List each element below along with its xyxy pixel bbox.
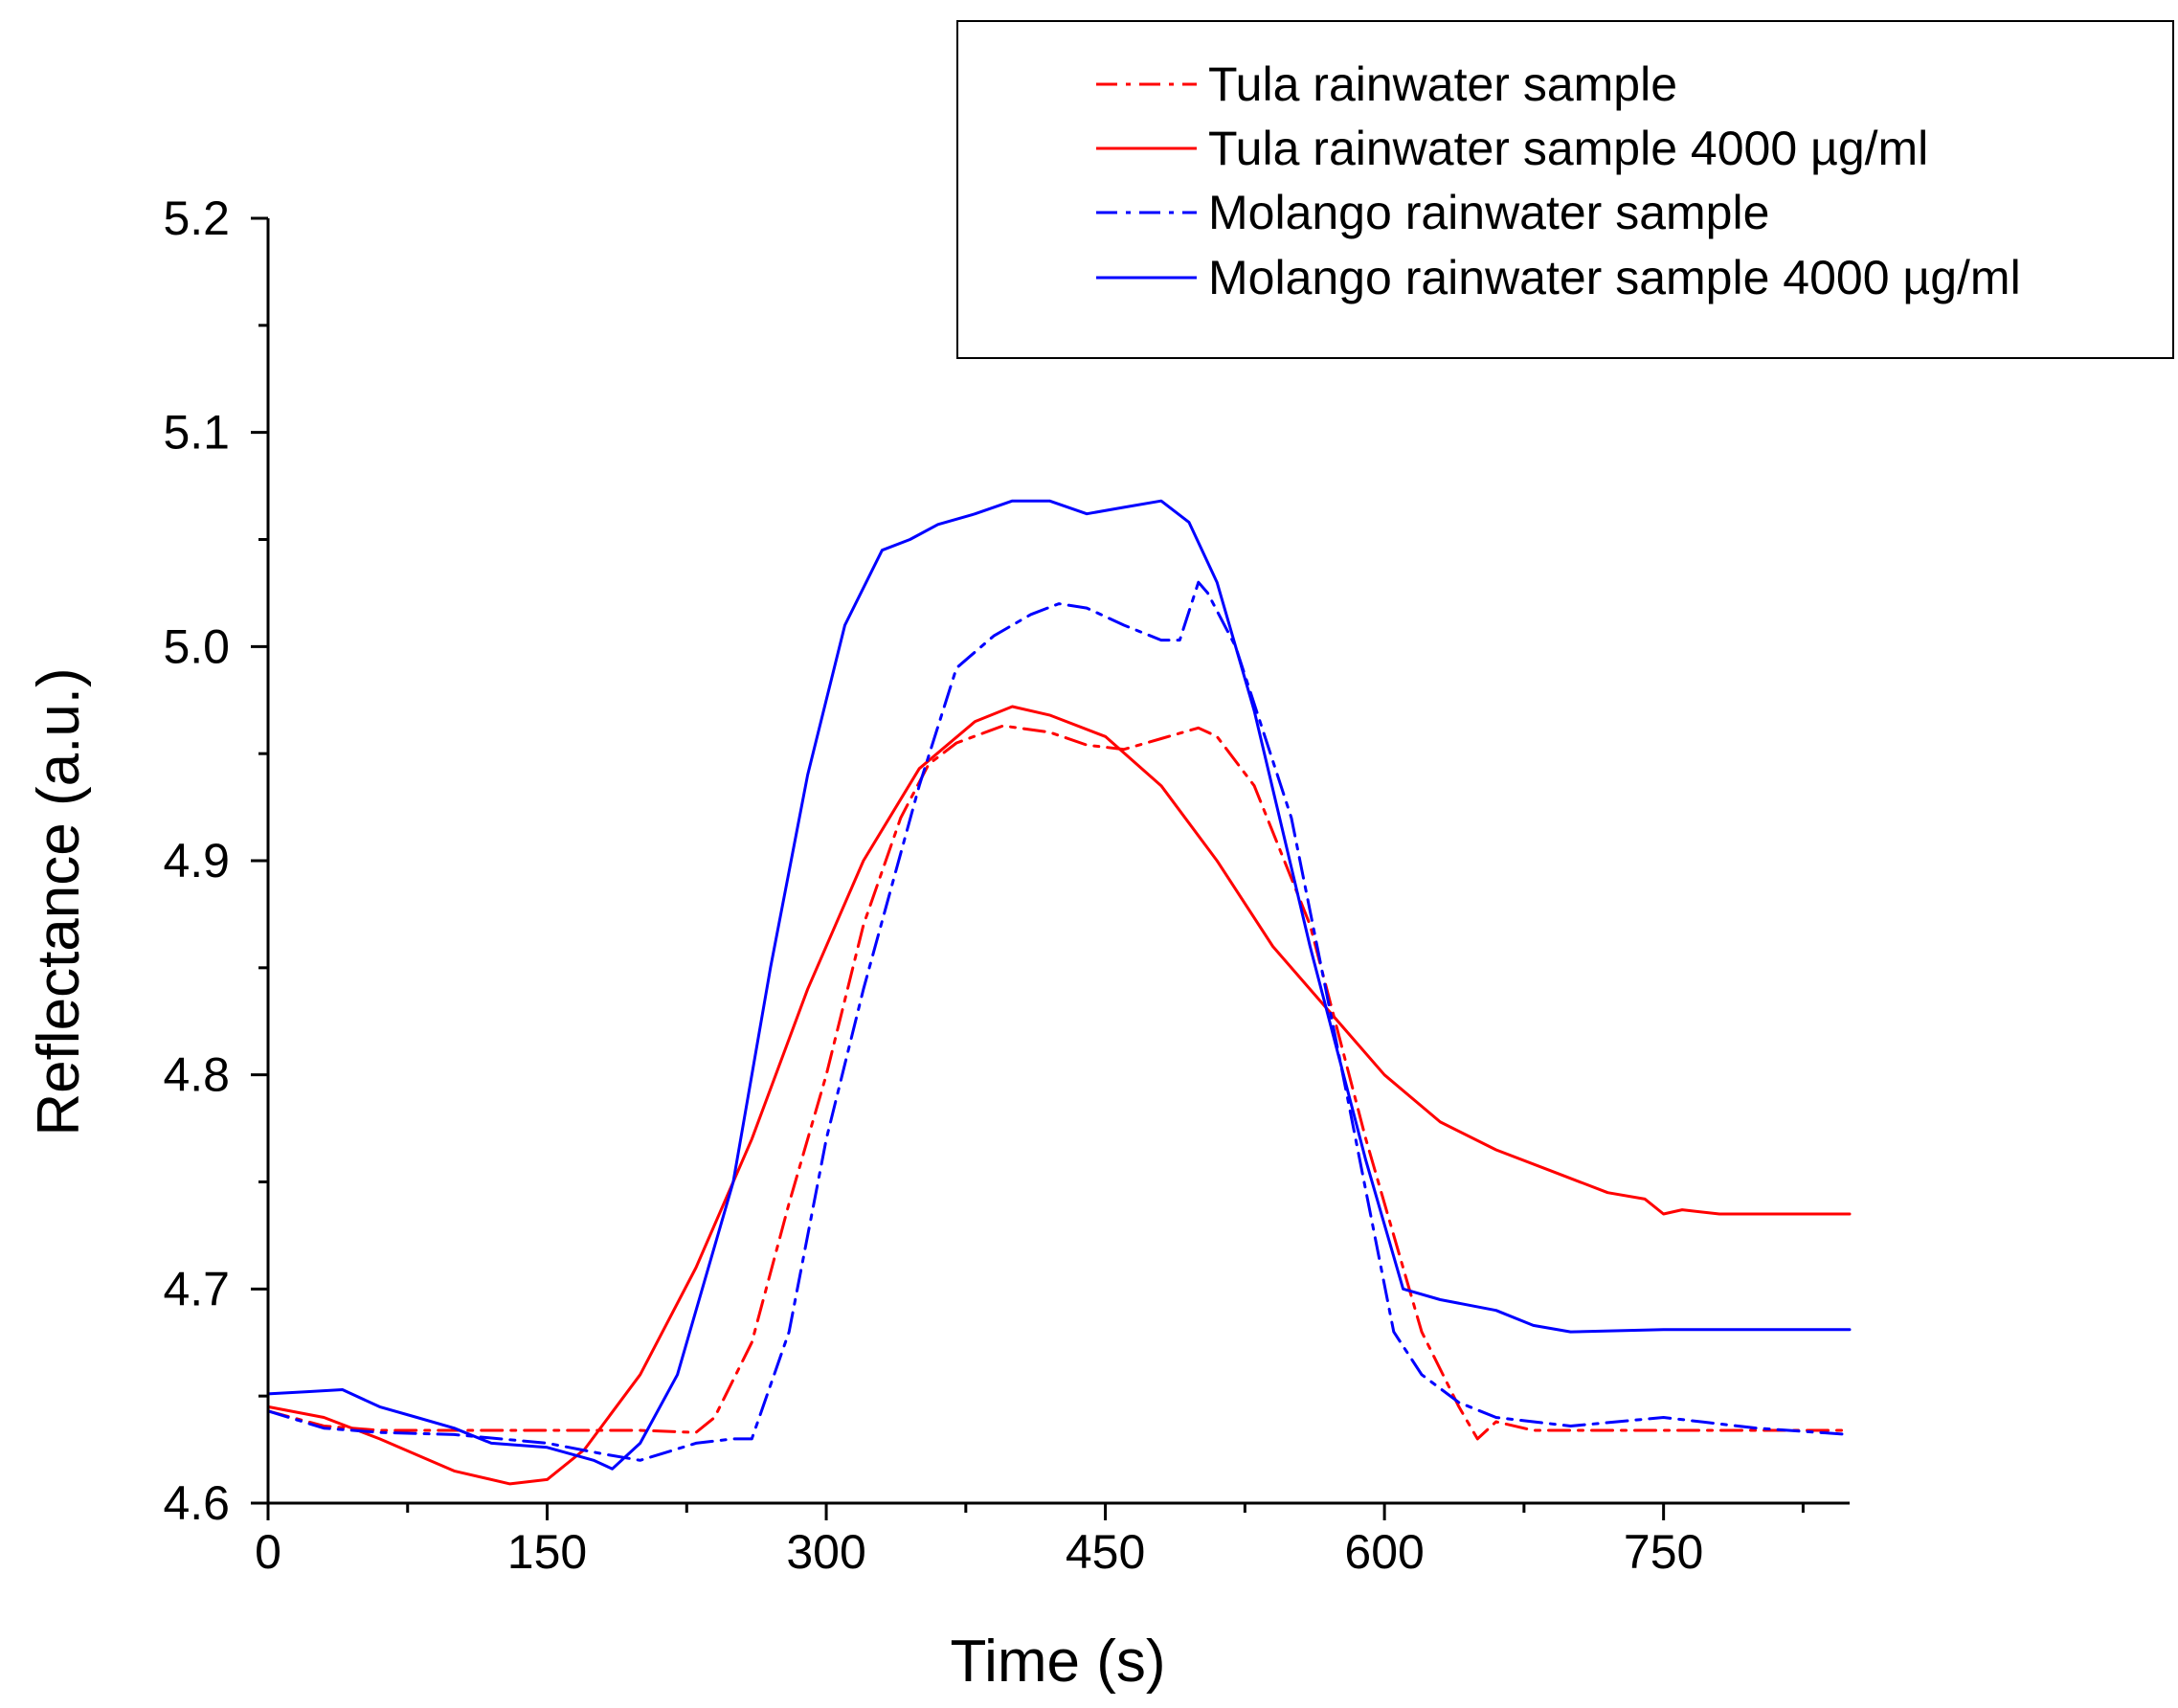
x-axis-title: Time (s): [951, 1629, 1166, 1695]
y-ticks: 4.6 4.7 4.8 4.9 5.0 5.1 5.2: [163, 191, 268, 1530]
y-tick-label: 4.8: [163, 1048, 230, 1102]
legend-label: Tula rainwater sample: [1208, 57, 1677, 111]
x-tick-label: 450: [1066, 1525, 1145, 1579]
series-layer: [266, 499, 1852, 1486]
y-tick-label: 5.2: [163, 191, 230, 245]
series-line-4: [266, 499, 1852, 1471]
legend-box: [956, 20, 2174, 359]
plot-area: 0 150 300 450 600 750 4.6 4.7 4.8 4.9 5.0 5.1 5.2: [163, 191, 1852, 1579]
x-tick-label: 300: [786, 1525, 865, 1579]
legend-label: Molango rainwater sample 4000 µg/ml: [1208, 251, 2021, 304]
y-tick-label: 4.6: [163, 1476, 230, 1530]
y-axis-title: Reflectance (a.u.): [26, 667, 92, 1135]
y-tick-label: 5.0: [163, 619, 230, 673]
series-line-3: [266, 580, 1852, 1462]
x-tick-label: 600: [1344, 1525, 1424, 1579]
legend-items: Tula rainwater sample Tula rainwater samp…: [1096, 57, 2021, 304]
legend-label: Tula rainwater sample 4000 µg/ml: [1208, 122, 1928, 175]
legend: Tula rainwater sample Tula rainwater samp…: [956, 20, 2174, 359]
y-tick-label: 4.7: [163, 1262, 230, 1315]
y-tick-label: 4.9: [163, 834, 230, 888]
x-tick-label: 0: [255, 1525, 281, 1579]
x-ticks: 0 150 300 450 600 750: [255, 1503, 1805, 1579]
series-line-1: [266, 724, 1852, 1441]
x-tick-label: 750: [1624, 1525, 1703, 1579]
legend-label: Molango rainwater sample: [1208, 186, 1769, 239]
y-tick-label: 5.1: [163, 406, 230, 460]
x-tick-label: 150: [507, 1525, 587, 1579]
series-line-2: [266, 705, 1852, 1486]
